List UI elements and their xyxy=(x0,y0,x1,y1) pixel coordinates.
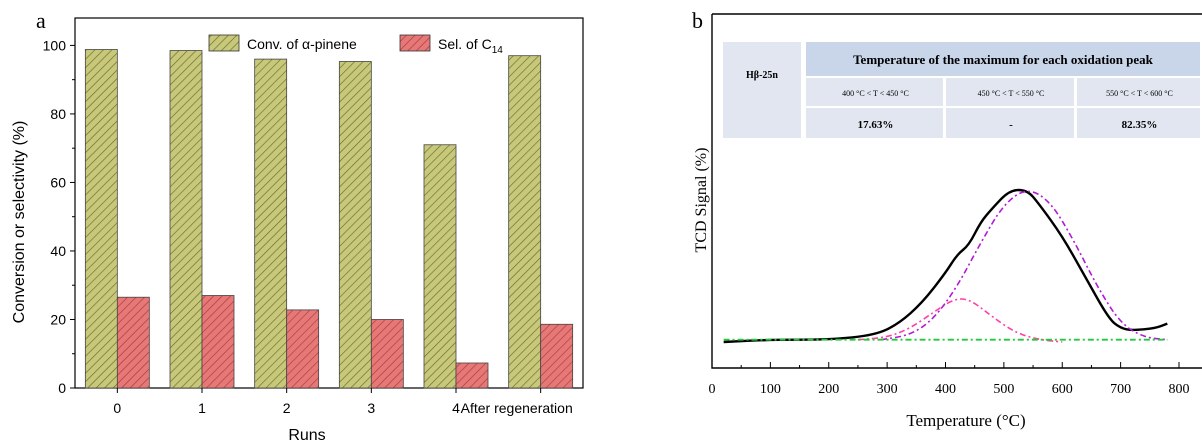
chart-a-ylabel: Conversion or selectivity (%) xyxy=(11,121,28,324)
chart-a-ticks: 0 20 40 60 80 100 0 1 2 3 4 After regeneration xyxy=(43,37,573,416)
legend-label-conv: Conv. of α-pinene xyxy=(247,36,357,52)
legend-label-sel-sub: 14 xyxy=(492,45,504,56)
bar-sel xyxy=(286,309,320,389)
panel-b-label: b xyxy=(692,8,703,33)
table-value: 82.35% xyxy=(1122,119,1158,131)
table-col-header-cell xyxy=(946,78,1074,106)
table-title: Temperature of the maximum for each oxid… xyxy=(853,52,1154,67)
chart-b-xlabel: Temperature (°C) xyxy=(906,411,1025,430)
chart-a-xlabel: Runs xyxy=(288,427,325,440)
chart-b-ticks: 0 100 200 300 400 500 600 700 800 xyxy=(709,362,1190,397)
x-tick-label: 400 xyxy=(935,382,956,397)
x-tick-label: 1 xyxy=(198,400,206,416)
table-col-header-cell xyxy=(806,78,943,106)
bar-sel xyxy=(370,319,404,389)
legend-swatch-sel xyxy=(399,34,431,52)
table-col-header: 550 °C < T < 600 °C xyxy=(1106,89,1173,98)
table-col-header: 400 °C < T < 450 °C xyxy=(842,89,909,98)
table-value: 17.63% xyxy=(858,119,894,131)
bar-conv xyxy=(338,61,372,389)
x-tick-label: After regeneration xyxy=(461,400,573,416)
bar-sel xyxy=(201,295,235,389)
legend-label-sel-main: Sel. of C xyxy=(438,36,492,52)
curve-total xyxy=(723,188,1168,344)
bar-sel xyxy=(540,323,574,389)
x-tick-label: 800 xyxy=(1169,382,1190,397)
panel-a-label: a xyxy=(36,8,46,33)
y-tick-label: 100 xyxy=(43,37,67,53)
chart-a-bars xyxy=(84,49,574,389)
chart-a-axes xyxy=(74,17,584,389)
bar-sel xyxy=(455,362,489,389)
bar-conv xyxy=(423,144,457,389)
x-tick-label: 100 xyxy=(760,382,781,397)
table-col-header: 450 °C < T < 550 °C xyxy=(978,89,1045,98)
chart-a-legend: Conv. of α-pinene Sel. of C14 xyxy=(208,34,503,56)
bar-conv xyxy=(254,58,288,389)
y-tick-label: 0 xyxy=(58,380,66,396)
bar-conv xyxy=(169,50,203,389)
curve-peak-low xyxy=(857,298,1063,343)
table-value-cell xyxy=(806,108,943,138)
chart-b-ylabel: TCD Signal (%) xyxy=(693,148,710,253)
table-value-cell xyxy=(946,108,1074,138)
table-col-header-cell xyxy=(1077,78,1200,106)
y-tick-label: 60 xyxy=(50,174,66,190)
x-tick-label: 300 xyxy=(877,382,898,397)
x-tick-label: 0 xyxy=(113,400,121,416)
x-tick-label: 4 xyxy=(452,400,460,416)
curve-peak-high xyxy=(881,190,1168,341)
table-sample-cell xyxy=(723,42,801,138)
chart-a: a 0 20 40 60 80 100 0 1 2 3 4 After regeneration Co… xyxy=(11,8,584,440)
y-tick-label: 20 xyxy=(50,311,66,327)
table-value: - xyxy=(1009,119,1013,131)
y-tick-label: 40 xyxy=(50,243,66,259)
legend-swatch-conv xyxy=(208,34,240,52)
legend-label-sel: Sel. of C14 xyxy=(438,36,503,56)
chart-b-curves xyxy=(723,188,1168,344)
bar-conv xyxy=(508,55,542,389)
peak-table: Hβ-25n Temperature of the maximum for eac… xyxy=(723,42,1200,138)
table-title-cell xyxy=(806,42,1200,76)
chart-b: b Hβ-25n Temperature of the maximum for e… xyxy=(692,8,1202,430)
x-tick-label: 600 xyxy=(1052,382,1073,397)
chart-a-frame xyxy=(74,17,584,389)
table-sample-label: Hβ-25n xyxy=(746,70,778,81)
y-tick-label: 80 xyxy=(50,106,66,122)
bar-sel xyxy=(116,296,150,389)
table-value-cell xyxy=(1077,108,1200,138)
x-tick-label: 2 xyxy=(283,400,291,416)
x-tick-label: 3 xyxy=(367,400,375,416)
x-tick-label: 700 xyxy=(1110,382,1131,397)
bar-conv xyxy=(84,49,118,389)
x-tick-label: 200 xyxy=(818,382,839,397)
x-tick-label: 0 xyxy=(709,382,716,397)
x-tick-label: 500 xyxy=(993,382,1014,397)
